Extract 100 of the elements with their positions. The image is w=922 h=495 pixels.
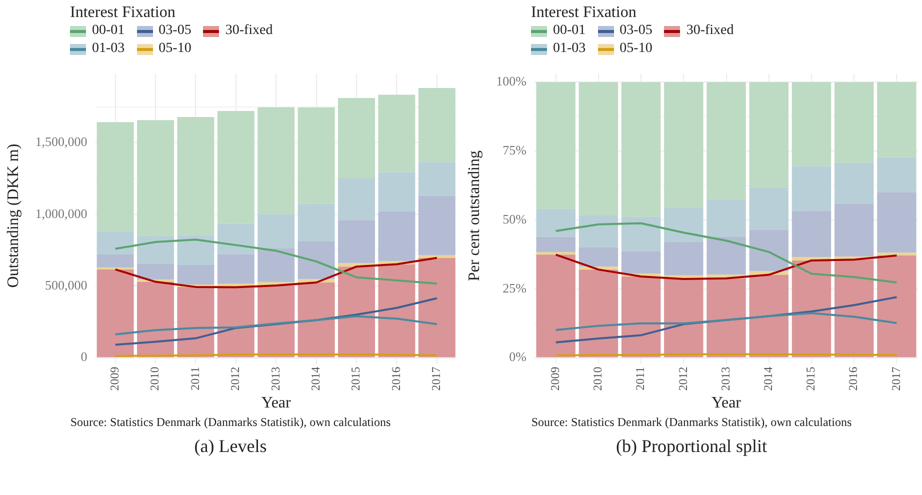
bar	[177, 265, 214, 285]
bar	[877, 252, 916, 256]
x-tick-label: 2010	[590, 366, 605, 391]
legend-label: 00-01	[92, 23, 125, 39]
bar	[96, 254, 134, 268]
bar	[298, 204, 335, 242]
bar	[298, 241, 335, 280]
bar	[378, 172, 416, 212]
x-tick-label: 2014	[308, 366, 322, 391]
bar	[536, 82, 576, 209]
bar	[877, 157, 916, 192]
source-note: Source: Statistics Denmark (Danmarks Statistik), own calculations	[69, 415, 392, 430]
bar	[834, 204, 874, 257]
bar	[258, 107, 295, 214]
bar	[418, 162, 456, 196]
bar	[792, 210, 832, 258]
y-axis-title: Outstanding (DKK m)	[4, 144, 22, 288]
bar	[706, 278, 746, 358]
bar	[792, 260, 832, 358]
bar	[706, 199, 746, 238]
x-tick-label: 2009	[548, 366, 562, 391]
bar	[137, 264, 174, 280]
y-tick-label: 0%	[509, 349, 527, 364]
x-tick-label: 2017	[888, 366, 903, 391]
bar	[621, 82, 661, 217]
x-axis-title: Year	[712, 394, 742, 412]
bar	[96, 269, 134, 358]
y-tick-label: 1,500,000	[35, 134, 88, 150]
y-tick-label: 50%	[502, 211, 527, 226]
bar	[137, 282, 174, 358]
bar	[877, 82, 916, 158]
legend-label: 03-05	[620, 23, 652, 39]
y-tick-label: 25%	[502, 280, 527, 296]
bar	[217, 224, 254, 254]
bar	[338, 220, 375, 264]
bar	[834, 82, 874, 163]
bar	[621, 276, 661, 358]
source-note: Source: Statistics Denmark (Danmarks Statistik), own calculations	[530, 415, 853, 430]
bar	[338, 266, 375, 358]
bar	[298, 282, 335, 358]
bar	[177, 116, 214, 236]
bar	[217, 287, 254, 358]
bar	[749, 274, 788, 358]
legend-title: Interest Fixation	[70, 4, 176, 22]
bar	[706, 237, 746, 275]
legend-label: 05-10	[158, 41, 192, 57]
legend-label: 30-fixed	[686, 23, 734, 39]
bar	[664, 82, 704, 208]
x-tick-label: 2011	[188, 366, 202, 390]
bar	[578, 248, 618, 267]
bar	[877, 192, 916, 253]
x-tick-label: 2015	[348, 366, 363, 391]
bar	[418, 88, 456, 162]
bar	[664, 242, 704, 276]
bar	[536, 252, 576, 255]
bar	[536, 236, 576, 252]
text: (a) Levels	[193, 436, 268, 457]
x-axis-title: Year	[261, 394, 292, 412]
bar	[578, 82, 618, 216]
bar	[664, 207, 704, 242]
bar	[258, 286, 295, 358]
legend-label: 30-fixed	[225, 23, 273, 39]
bar	[378, 211, 416, 262]
bar	[621, 251, 661, 274]
bar	[749, 230, 788, 272]
y-tick-label: 500,000	[44, 278, 88, 293]
legend-label: 05-10	[620, 41, 652, 57]
x-tick-label: 2014	[761, 366, 776, 391]
y-tick-label: 1,000,000	[35, 206, 88, 221]
legend-label: 01-03	[553, 41, 586, 57]
bar	[298, 107, 335, 204]
bar	[258, 214, 295, 249]
bar	[834, 162, 874, 204]
bar	[834, 260, 874, 358]
x-tick-label: 2009	[107, 366, 122, 391]
legend-label: 01-03	[92, 41, 125, 57]
bar	[536, 254, 576, 358]
bar	[792, 82, 832, 166]
legend-label: 03-05	[158, 23, 192, 39]
bar	[418, 258, 456, 358]
bar	[536, 208, 576, 237]
bar	[96, 231, 134, 255]
legend-title: Interest Fixation	[531, 4, 638, 22]
x-tick-label: 2016	[846, 366, 860, 391]
x-tick-label: 2010	[148, 366, 162, 391]
text: (b) Proportional split	[615, 436, 768, 457]
bar	[137, 236, 174, 264]
bar	[578, 270, 618, 358]
bar	[137, 120, 174, 236]
bar	[338, 178, 375, 220]
bar	[749, 188, 788, 230]
legend-label: 00-01	[553, 23, 586, 39]
bar	[792, 166, 832, 211]
bar	[378, 264, 416, 358]
y-tick-label: 0	[80, 349, 88, 364]
bar	[96, 122, 134, 232]
bar	[664, 278, 704, 358]
x-tick-label: 2012	[676, 366, 690, 391]
bar	[418, 255, 456, 258]
y-tick-label: 75%	[502, 142, 527, 158]
